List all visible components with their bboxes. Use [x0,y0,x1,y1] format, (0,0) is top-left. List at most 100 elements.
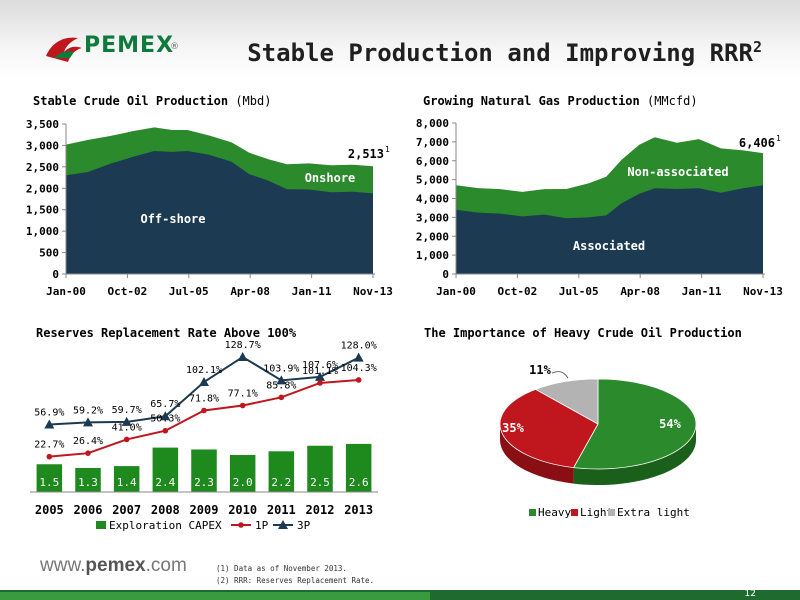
series-3p-point [276,375,287,385]
y-tick-label: 1,000 [26,225,59,238]
series-1p-point [239,402,246,409]
pie-slice-heavy [572,378,697,470]
y-tick-label: 2,000 [416,230,449,243]
header-band [0,0,800,82]
capex-bar-2007 [113,466,140,492]
series-1p-label: 26.4% [73,436,103,447]
annotation-footnote: 1 [385,145,390,154]
series-1p-label: 101.1% [302,366,338,377]
series-1p-label: 77.1% [228,389,258,400]
heavy-crude-pie-chart: 54% 35% 11% Heavy Light Extra light [499,363,697,519]
legend-label-extra-light: Extra light [617,506,690,519]
legend-marker-1p [238,522,244,528]
capex-bar-2011 [268,451,295,492]
annotation-footnote: 1 [776,134,781,143]
y-tick-label: 8,000 [416,117,449,130]
series-1p-label: 104.3% [341,363,377,374]
y-tick-label: 3,500 [26,118,59,131]
series-3p-point [121,416,132,426]
series-3p-point [44,419,55,429]
footnote-1: (1) Data as of November 2013. [216,564,347,573]
x-tick-label: Apr-08 [230,285,270,298]
pie-label-extra-light: 11% [529,363,551,377]
series-1p-point [85,450,91,456]
series-3p-label: 59.7% [112,405,142,416]
eagle-icon [46,37,82,62]
website-url[interactable]: www.pemex.com [40,555,187,576]
series-1p-label: 50.3% [150,414,180,425]
x-tick-label: 2011 [267,503,296,517]
registered-mark: ® [170,42,179,52]
x-tick-label: 2009 [190,503,219,517]
capex-bar-label: 1.4 [117,476,137,489]
legend-label-heavy: Heavy [538,506,571,519]
area-series-associated [456,185,763,274]
capex-bar-label: 1.3 [78,476,98,489]
series-1p-label: 85.8% [266,380,296,391]
y-tick-label: 3,000 [26,139,59,152]
series-label: Onshore [305,171,356,185]
area-series-off-shore [66,151,373,274]
gas-chart-title: Growing Natural Gas Production (MMcfd) [423,94,698,108]
heavy-chart-title: The Importance of Heavy Crude Oil Produc… [424,326,742,340]
series-1p-point [278,394,285,401]
series-1p-point [123,436,130,443]
legend-label-capex: Exploration CAPEX [109,519,222,532]
series-label: Associated [573,239,645,253]
legend-label-3p: 3P [297,519,311,532]
pie-slice-light [499,388,599,469]
capex-bar-2005 [36,464,63,492]
capex-bar-2006 [75,467,101,492]
x-tick-label: Jan-11 [682,285,722,298]
x-tick-label: 2007 [112,503,141,517]
pie-slice-extra-light [534,378,599,425]
pie-label-heavy: 54% [659,417,681,431]
series-3p-label: 107.6% [302,360,338,371]
x-tick-label: 2006 [74,503,103,517]
series-3p-label: 103.9% [263,363,299,374]
series-3p-point [315,371,325,381]
legend-swatch-light [571,509,578,516]
x-tick-label: Apr-08 [620,285,660,298]
title-footnote: 2 [752,38,762,56]
capex-bar-label: 2.6 [349,476,369,489]
legend-swatch-extra-light [608,509,615,516]
series-3p-label: 56.9% [34,408,64,419]
y-tick-label: 7,000 [416,136,449,149]
legend-marker-3p [278,520,288,529]
capex-bar-2012 [307,445,333,492]
capex-bar-label: 2.4 [155,476,175,489]
capex-bar-label: 2.3 [194,476,214,489]
capex-bar-2009 [191,449,217,492]
y-tick-label: 2,000 [26,182,59,195]
pie-side-light [500,424,574,484]
series-1p-label: 22.7% [34,440,64,451]
x-tick-label: Nov-13 [743,285,783,298]
y-tick-label: 0 [442,268,449,281]
pie-label-light: 35% [502,421,524,435]
series-3p-label: 59.2% [73,405,103,416]
page-number: 12 [744,589,756,599]
series-3p-point [83,417,93,427]
capex-bar-label: 1.5 [39,476,59,489]
pie-side-heavy [573,424,696,485]
footer-bar-accent [0,592,430,600]
legend-label-light: Light [580,506,613,519]
series-label: Non-associated [627,165,728,179]
x-tick-label: Jul-05 [559,285,599,298]
y-tick-label: 5,000 [416,174,449,187]
x-tick-label: 2008 [151,503,180,517]
crude-chart-title: Stable Crude Oil Production (Mbd) [33,94,272,108]
series-3p-label: 65.7% [150,399,180,410]
y-tick-label: 4,000 [416,193,449,206]
y-tick-label: 0 [52,268,59,281]
y-tick-label: 6,000 [416,155,449,168]
y-tick-label: 1,500 [26,204,59,217]
x-tick-label: Jan-00 [436,285,476,298]
legend-swatch-heavy [529,509,536,516]
pemex-logo [46,37,82,62]
series-1p-point [355,377,362,383]
series-1p-point [317,380,323,386]
series-3p-point [353,352,364,362]
x-tick-label: 2013 [344,503,373,517]
